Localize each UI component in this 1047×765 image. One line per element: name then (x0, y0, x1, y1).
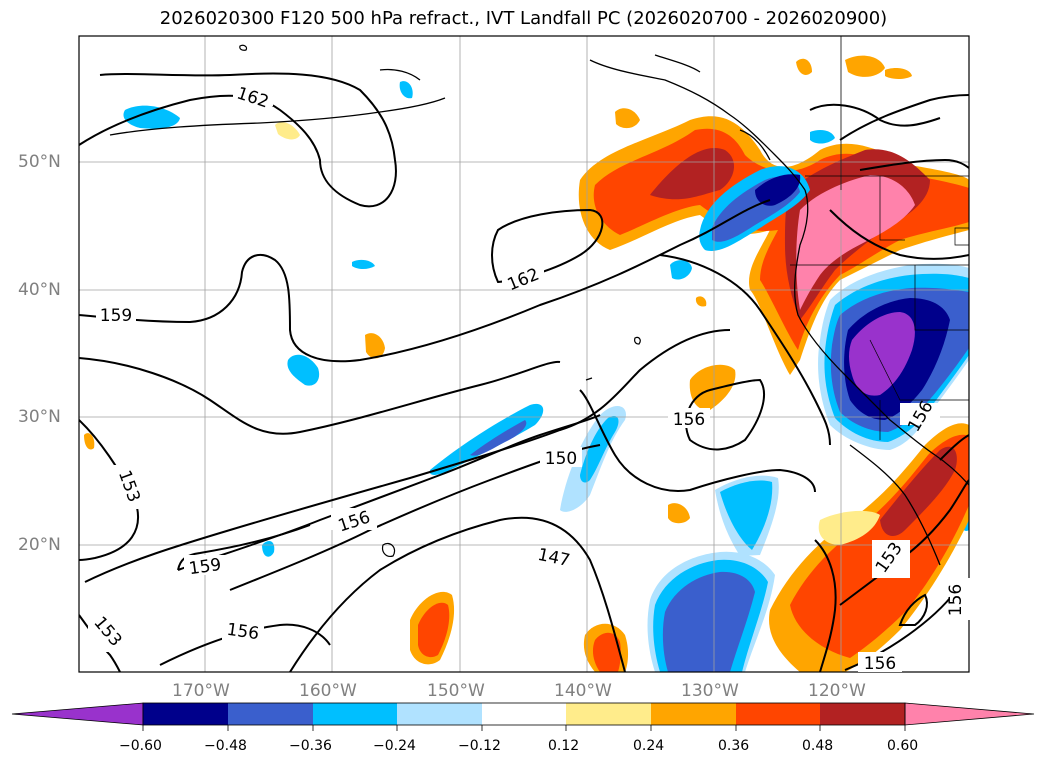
colorbar-tick-label: 0.36 (718, 738, 750, 754)
negative-anomaly-region (662, 571, 755, 672)
negative-anomaly-region (470, 420, 527, 456)
positive-anomaly-region (689, 364, 736, 411)
lon-label-160w: 160°W (299, 681, 357, 701)
negative-anomaly-region (580, 415, 619, 483)
colorbar-bin (228, 703, 313, 725)
colorbar-extend-min (11, 702, 144, 726)
colorbar (11, 702, 1035, 731)
contour-label-backgrounds (88, 86, 972, 672)
lon-label-150w: 150°W (427, 681, 485, 701)
contour-label: 156 (225, 620, 260, 644)
positive-anomaly-region (796, 175, 915, 310)
positive-anomaly-region (880, 446, 957, 536)
positive-anomaly-region (615, 108, 640, 129)
positive-anomaly-region (796, 58, 812, 75)
colorbar-tick-label: 0.24 (633, 738, 665, 754)
colorbar-bin (397, 703, 482, 725)
coastlines (109, 54, 969, 566)
state-borders (790, 36, 969, 440)
positive-anomaly-region (845, 55, 885, 77)
negative-anomaly-region (352, 259, 375, 269)
colorbar-tick-label: 0.12 (548, 738, 580, 754)
map-frame (78, 35, 970, 673)
positive-anomaly-region (695, 296, 707, 307)
lon-label-130w: 130°W (681, 681, 739, 701)
colorbar-tick-label: −0.36 (289, 738, 332, 754)
positive-anomaly-region (885, 68, 912, 79)
colorbar-tick-label: 0.48 (802, 738, 834, 754)
colorbar-bin (736, 703, 820, 725)
positive-anomaly-region (365, 333, 385, 359)
colorbar-tick-label: 0.60 (887, 738, 919, 754)
contour-label: 159 (188, 555, 223, 579)
positive-anomaly-region (650, 148, 735, 200)
negative-anomaly-region (287, 354, 320, 386)
positive-anomaly-region (592, 632, 621, 672)
lat-label-40n: 40°N (18, 280, 61, 300)
colorbar-bin (566, 703, 651, 725)
map-title: 2026020300 F120 500 hPa refract., IVT La… (159, 8, 888, 29)
negative-anomaly-region (399, 81, 413, 99)
colorbar-extend-max (904, 702, 1035, 726)
negative-anomaly-region (810, 130, 835, 144)
lon-label-140w: 140°W (554, 681, 612, 701)
colorbar-tick-label: −0.12 (458, 738, 501, 754)
contour-label: 156 (946, 584, 966, 616)
lon-label-120w: 120°W (808, 681, 866, 701)
negative-anomaly-region (755, 174, 801, 206)
contour-label: 156 (673, 410, 705, 430)
positive-anomaly-region (818, 510, 880, 545)
colorbar-tick-label: −0.24 (373, 738, 416, 754)
lat-label-50n: 50°N (18, 152, 61, 172)
negative-anomaly-region (670, 260, 692, 280)
colorbar-bin (482, 703, 566, 725)
colorbar-bin (820, 703, 905, 725)
positive-anomaly-region (668, 503, 690, 524)
contour-label: 159 (100, 306, 132, 326)
colorbar-bin (143, 703, 228, 725)
colorbar-bin (313, 703, 397, 725)
positive-anomaly-region (275, 122, 300, 140)
negative-anomaly-region (720, 480, 773, 550)
colorbar-tick-label: −0.48 (204, 738, 247, 754)
lon-label-170w: 170°W (172, 681, 230, 701)
positive-anomaly-region (84, 433, 95, 450)
colorbar-bin (651, 703, 736, 725)
negative-anomaly-region (429, 403, 544, 475)
contour-label: 156 (864, 654, 896, 674)
negative-anomaly-region (123, 105, 180, 129)
lat-label-20n: 20°N (18, 535, 61, 555)
contour-label: 150 (545, 449, 577, 469)
negative-anomaly-region (849, 312, 915, 396)
islands (239, 44, 641, 557)
positive-anomaly-region (418, 602, 450, 658)
colorbar-tick-label: −0.60 (119, 738, 162, 754)
lat-label-30n: 30°N (18, 407, 61, 427)
